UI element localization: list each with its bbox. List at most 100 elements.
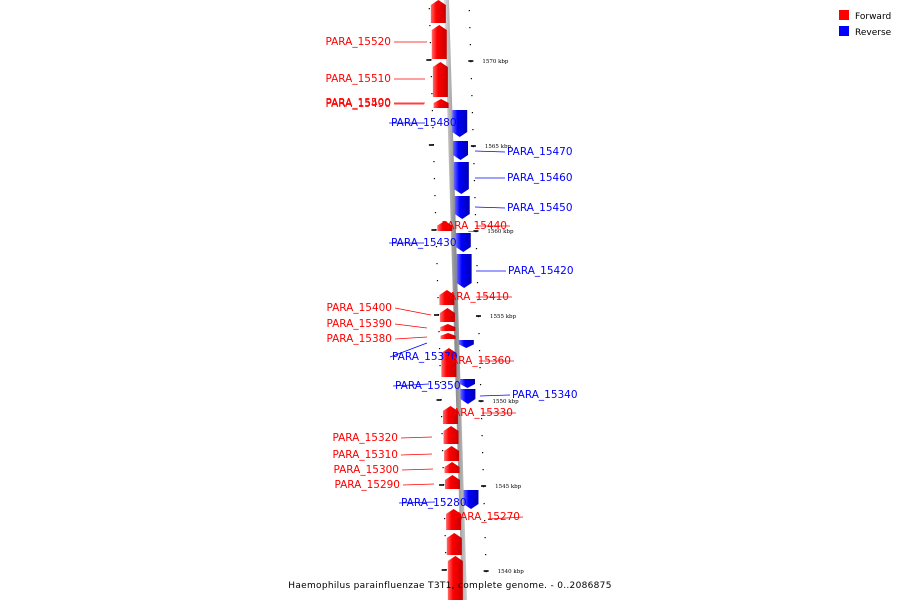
gene-para-15500[interactable] (432, 62, 448, 97)
minor-tick (435, 246, 438, 248)
gene-label[interactable]: PARA_15350 (395, 380, 461, 392)
gene-para-15490[interactable] (433, 99, 449, 108)
gene-label[interactable]: PARA_15270 (454, 511, 520, 523)
gene-para-15520[interactable] (430, 0, 446, 23)
minor-tick (429, 25, 431, 27)
minor-tick (434, 212, 437, 214)
gene-label[interactable]: PARA_15300 (333, 464, 399, 476)
gene-leader-line (400, 453, 433, 456)
minor-tick (479, 367, 481, 369)
gene-para-15400[interactable] (439, 308, 455, 322)
minor-tick (484, 537, 486, 539)
gene-para-15310[interactable] (444, 446, 460, 461)
gene-para-15470[interactable] (453, 141, 469, 160)
gene-leader-line (389, 342, 428, 358)
minor-tick (438, 331, 440, 333)
minor-tick (469, 27, 471, 29)
gene-features (430, 0, 479, 600)
gene-label[interactable]: PARA_15320 (332, 432, 398, 444)
gene-label[interactable]: PARA_15290 (334, 479, 400, 491)
gene-label[interactable]: PARA_15470 (507, 146, 573, 158)
gene-label[interactable]: PARA_15460 (507, 172, 573, 184)
gene-label[interactable]: PARA_15330 (447, 407, 513, 419)
gene-label[interactable]: PARA_15310 (332, 449, 398, 461)
gene-para-15360[interactable] (441, 348, 457, 377)
minor-tick (442, 467, 444, 469)
gene-para-15340[interactable] (460, 389, 476, 404)
gene-label[interactable]: PARA_15410 (443, 291, 509, 303)
gene-label[interactable]: PARA_15510 (325, 73, 391, 85)
minor-tick (439, 365, 441, 367)
gene-label[interactable]: PARA_15370 (392, 351, 458, 363)
gene-label[interactable]: PARA_15520 (325, 36, 391, 48)
minor-tick (474, 214, 477, 216)
minor-tick (437, 297, 439, 299)
gene-leader-line (479, 394, 511, 397)
gene-leader-line (394, 307, 432, 316)
gene-leader-line (398, 501, 436, 504)
gene-label[interactable]: PARA_15390 (326, 318, 392, 330)
gene-para-15450[interactable] (454, 196, 470, 219)
gene-para-15320[interactable] (443, 426, 459, 444)
gene-label[interactable]: PARA_15490 (325, 98, 391, 110)
gene-label[interactable]: PARA_15340 (512, 389, 578, 401)
gene-label[interactable]: PARA_15450 (507, 202, 573, 214)
minor-tick (429, 42, 431, 44)
genome-caption: Haemophilus parainfluenzae T3T1, complet… (288, 581, 611, 591)
gene-leader-line (394, 323, 428, 329)
gene-label[interactable]: PARA_15430 (391, 237, 457, 249)
gene-para-15440[interactable] (437, 221, 453, 231)
gene-para-15460[interactable] (453, 162, 469, 194)
gene-label[interactable]: PARA_15280 (401, 497, 467, 509)
gene-label[interactable]: PARA_15360 (445, 355, 511, 367)
minor-tick (483, 503, 485, 505)
scale-tick-label: 1560 kbp (487, 229, 514, 235)
gene-para-15300[interactable] (444, 462, 460, 473)
minor-tick (436, 280, 439, 282)
gene-leader-line (402, 483, 435, 486)
gene-label[interactable]: PARA_15400 (326, 302, 392, 314)
gene-label[interactable]: PARA_15500 (325, 97, 391, 109)
gene-para-15430[interactable] (455, 233, 471, 252)
gene-label[interactable]: PARA_15440 (441, 220, 507, 232)
gene-label[interactable]: PARA_15480 (391, 117, 457, 129)
gene-label[interactable]: PARA_15380 (326, 333, 392, 345)
minor-tick (471, 95, 473, 97)
gene-label[interactable]: PARA_15420 (508, 265, 574, 277)
gene-para-15380[interactable] (440, 333, 456, 339)
gene-para-15330[interactable] (442, 406, 458, 424)
minor-tick (473, 180, 476, 182)
minor-tick (473, 163, 475, 165)
minor-tick (432, 127, 434, 129)
minor-tick (470, 78, 472, 80)
minor-tick (468, 10, 470, 12)
gene-para-15390[interactable] (440, 324, 456, 331)
gene-para-15290[interactable] (444, 475, 460, 489)
gene-para-15410[interactable] (439, 290, 455, 305)
minor-tick (434, 195, 436, 197)
gene-para-15420[interactable] (456, 254, 472, 288)
minor-tick (476, 282, 479, 284)
minor-tick (482, 469, 484, 471)
gene-para-15510[interactable] (431, 25, 447, 59)
legend-item-forward: Forward (839, 10, 891, 22)
gene-para-15270[interactable] (446, 509, 462, 530)
minor-tick (441, 433, 443, 435)
gene-continuation[interactable] (446, 533, 462, 555)
gene-para-15370[interactable] (458, 340, 474, 348)
minor-tick (430, 76, 432, 78)
legend: Forward Reverse (839, 10, 892, 38)
minor-tick (472, 129, 474, 131)
gene-leader-line (487, 516, 524, 520)
gene-para-15480[interactable] (452, 110, 468, 137)
gene-para-15350[interactable] (460, 379, 476, 388)
minor-tick (444, 535, 446, 537)
scale-tick-label: 1550 kbp (493, 399, 520, 405)
scale-tick-label: 1540 kbp (498, 569, 525, 575)
gene-para-15280[interactable] (463, 490, 479, 509)
minor-tick (476, 265, 478, 267)
minor-tick (478, 350, 481, 352)
gene-continuation[interactable] (447, 556, 463, 600)
minor-tick (440, 416, 443, 418)
